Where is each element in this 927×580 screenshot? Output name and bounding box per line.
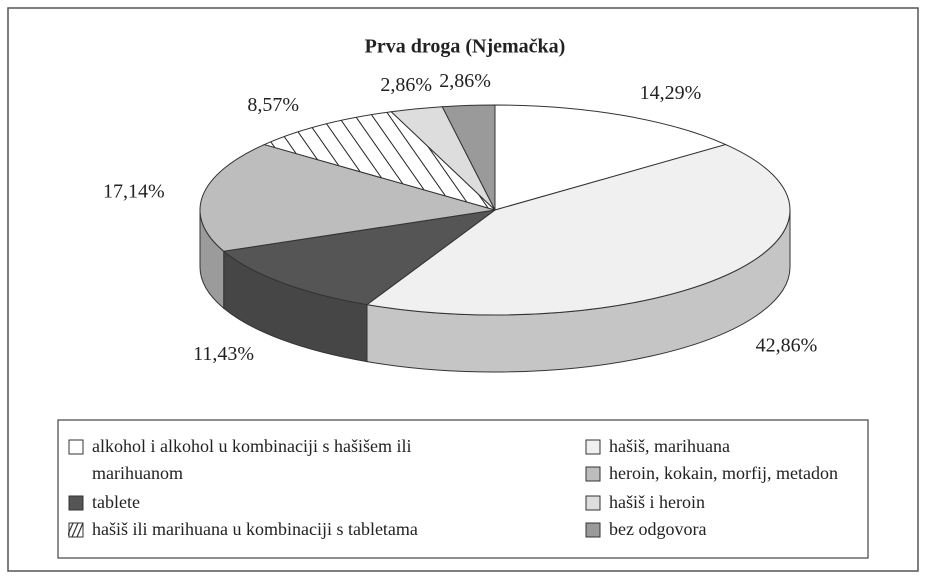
slice <box>494 104 728 211</box>
data-label: 42,86% <box>756 334 818 356</box>
data-label: 11,43% <box>193 343 254 365</box>
data-label: 2,86% <box>380 74 432 96</box>
data-label: 2,86% <box>439 70 491 92</box>
data-label: 17,14% <box>103 180 165 202</box>
legend-label: alkohol i alkohol u kombinaciji s hašiše… <box>92 436 412 483</box>
legend-item: hašiš i heroin <box>585 489 885 516</box>
swatch <box>68 439 84 455</box>
legend-item: bez odgovora <box>585 516 927 543</box>
legend-swatch <box>585 466 601 482</box>
legend-swatch <box>68 439 84 455</box>
swatch <box>68 522 84 538</box>
legend-label: heroin, kokain, morfij, metadon <box>609 463 838 483</box>
hatch <box>68 522 74 537</box>
legend-label: hašiš i heroin <box>609 492 705 512</box>
legend-swatch <box>585 495 601 511</box>
legend-box <box>57 419 869 559</box>
legend-item: hašiš, marihuana <box>585 433 885 460</box>
slice <box>365 144 791 316</box>
slice <box>441 104 496 211</box>
legend-label: bez odgovora <box>609 519 707 539</box>
data-label: 14,29% <box>640 82 702 104</box>
legend-label: hašiš ili marihuana u kombinaciji s tabl… <box>92 519 418 539</box>
frame <box>7 7 919 572</box>
legend-swatch <box>68 522 84 538</box>
legend-swatch <box>585 522 601 538</box>
legend-swatch <box>585 439 601 455</box>
chart-title: Prva droga (Njemačka) <box>365 36 566 58</box>
legend-item: tablete <box>68 489 548 516</box>
legend-item: heroin, kokain, morfij, metadon <box>585 460 885 487</box>
legend-label: tablete <box>92 492 140 512</box>
swatch <box>585 439 601 455</box>
legend-label: hašiš, marihuana <box>609 436 730 456</box>
hatch <box>71 522 79 538</box>
legend-item: hašiš ili marihuana u kombinaciji s tabl… <box>68 516 548 543</box>
swatch <box>585 495 601 511</box>
data-label: 8,57% <box>247 94 299 116</box>
legend-swatch <box>68 495 84 511</box>
slice <box>199 144 496 252</box>
legend-item: alkohol i alkohol u kombinaciji s hašiše… <box>68 433 548 487</box>
hatch <box>76 522 84 538</box>
swatch <box>585 522 601 538</box>
slice <box>222 209 496 306</box>
swatch <box>68 495 84 511</box>
slice <box>262 111 496 211</box>
swatch <box>585 466 601 482</box>
